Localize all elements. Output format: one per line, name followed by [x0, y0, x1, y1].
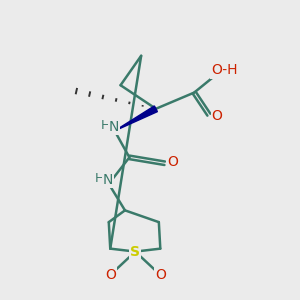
Text: N: N	[109, 120, 119, 134]
Polygon shape	[115, 106, 158, 131]
Text: N: N	[103, 173, 113, 187]
Text: O: O	[155, 268, 166, 282]
Text: H: H	[95, 172, 104, 185]
Text: O: O	[212, 109, 223, 123]
Text: O-H: O-H	[211, 64, 238, 77]
Text: O: O	[105, 268, 116, 282]
Text: O: O	[167, 155, 178, 169]
Text: H: H	[100, 119, 110, 132]
Text: S: S	[130, 244, 140, 259]
